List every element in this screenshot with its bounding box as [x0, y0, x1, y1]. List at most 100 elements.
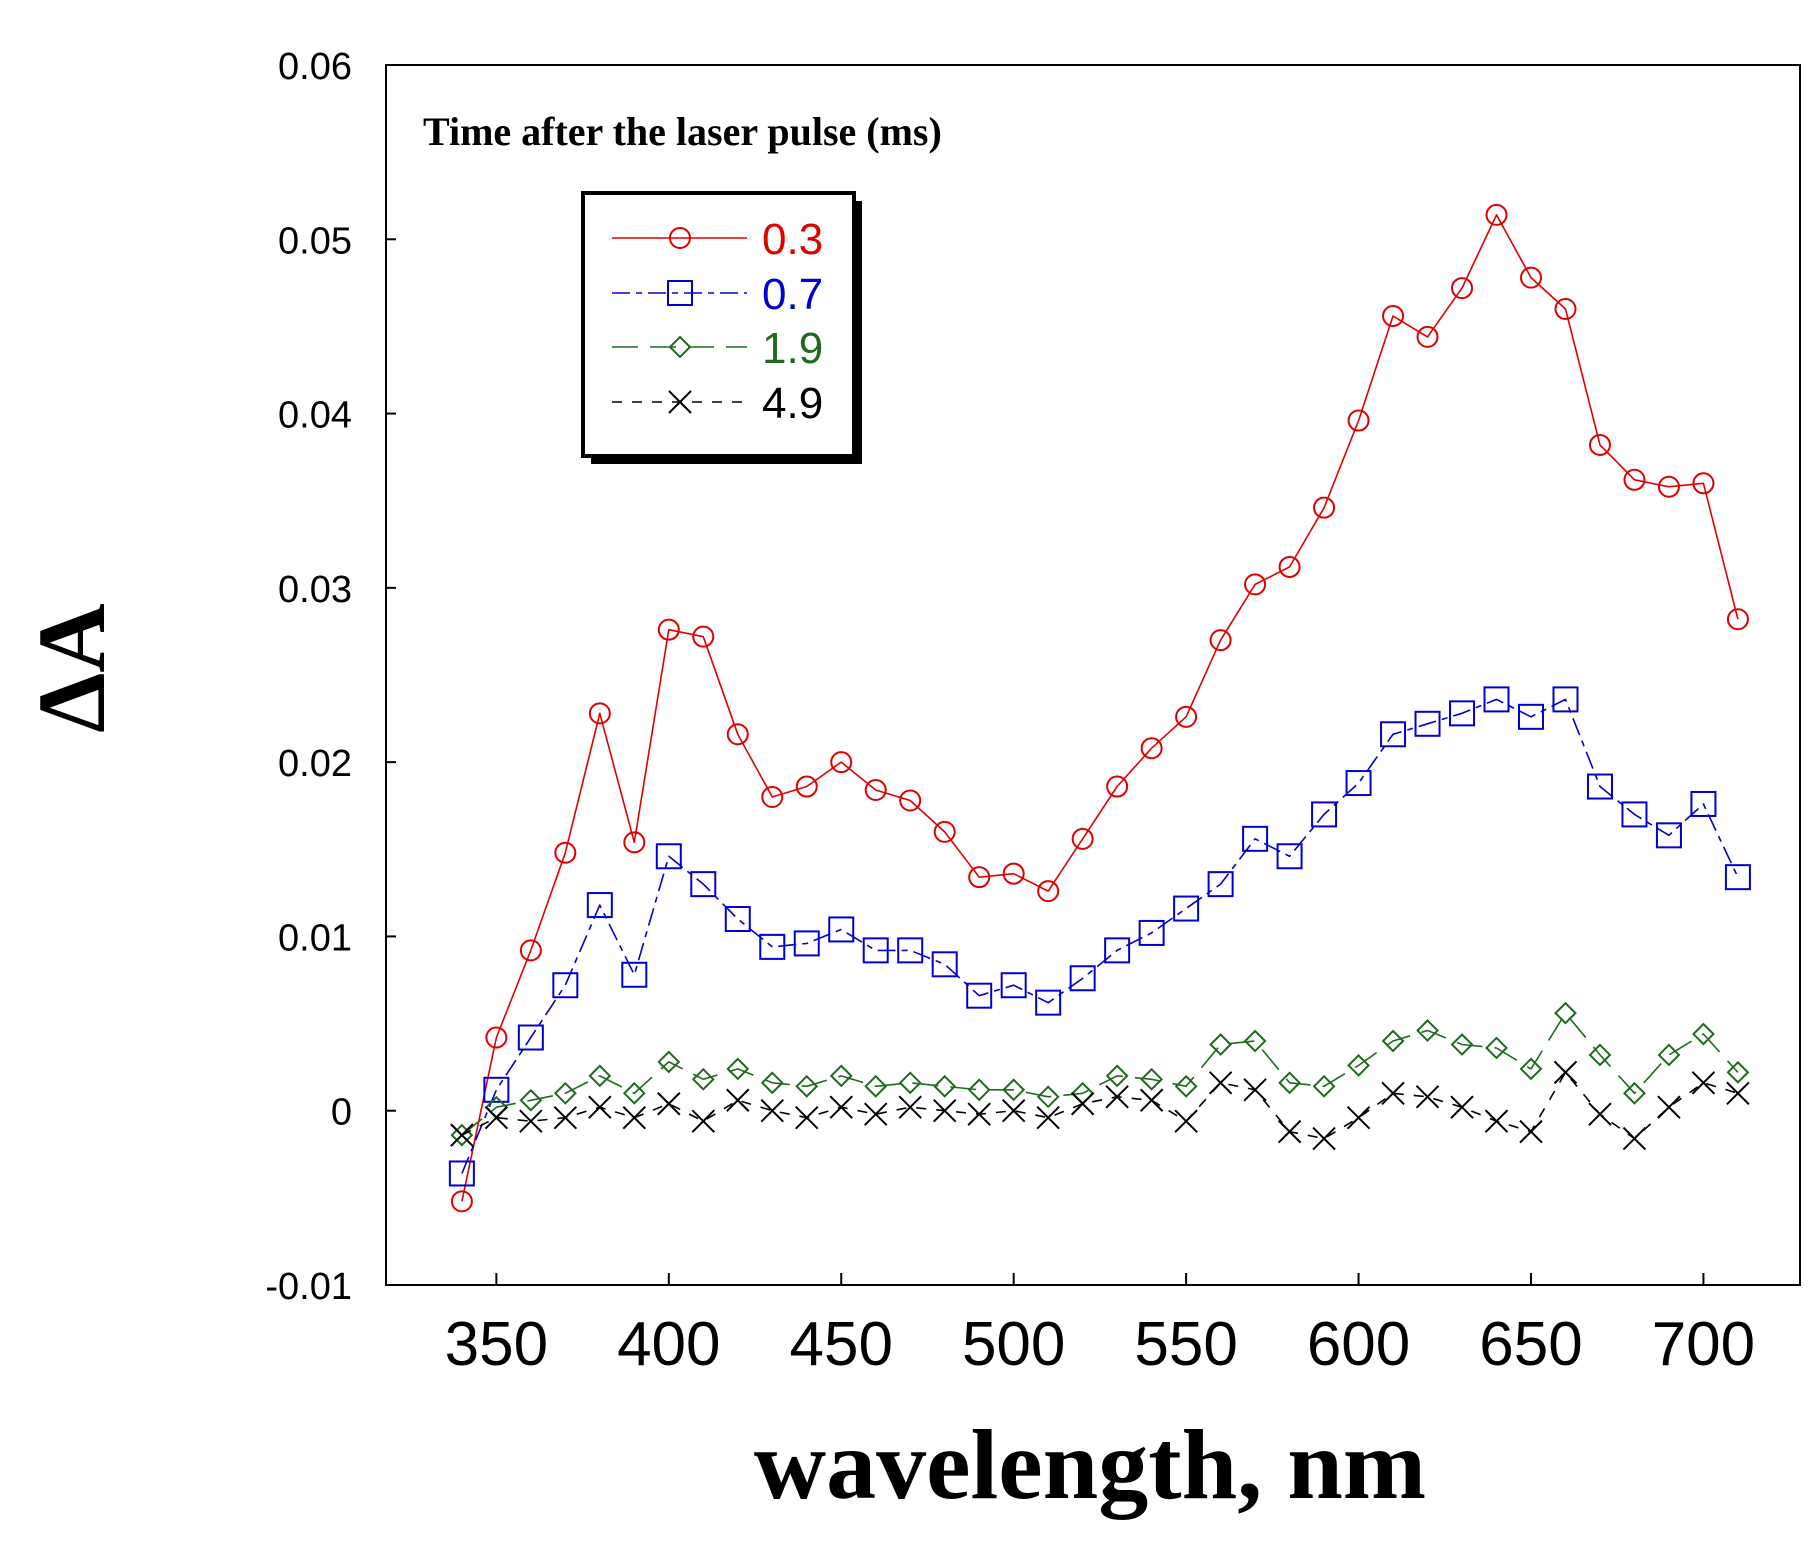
data-point — [1345, 770, 1372, 797]
data-point — [828, 916, 855, 943]
y-tick-label: 0.04 — [278, 395, 352, 437]
legend-item: 0.7 — [612, 270, 823, 319]
y-tick-label: 0.01 — [278, 917, 352, 959]
data-point — [1138, 919, 1165, 946]
data-point — [1450, 1095, 1474, 1119]
data-point — [1313, 496, 1336, 519]
data-point — [554, 841, 577, 864]
plot-frame — [385, 64, 1801, 1286]
data-point — [829, 1095, 853, 1119]
data-point — [485, 1026, 508, 1049]
data-point — [588, 1064, 612, 1088]
data-point — [1623, 468, 1646, 491]
data-point — [967, 1078, 991, 1102]
data-point — [898, 1095, 922, 1119]
data-point — [691, 1067, 715, 1091]
data-point — [484, 1105, 509, 1130]
data-point — [1276, 843, 1303, 870]
x-tick-label: 700 — [1652, 1310, 1755, 1379]
data-point — [726, 1057, 750, 1081]
data-point — [1311, 801, 1338, 828]
data-point — [1554, 1001, 1577, 1025]
data-point — [1002, 1078, 1026, 1102]
data-point — [692, 625, 715, 648]
data-point — [864, 1074, 888, 1098]
series-line — [461, 1012, 1739, 1136]
data-point — [864, 1102, 888, 1126]
data-point — [1657, 1095, 1681, 1119]
data-point — [1451, 277, 1474, 300]
data-point — [586, 892, 613, 919]
data-point — [1069, 965, 1096, 992]
data-point — [1174, 1074, 1198, 1098]
data-point — [1174, 1109, 1198, 1133]
data-point — [1692, 472, 1715, 495]
series-line — [461, 698, 1739, 1174]
data-point — [968, 866, 991, 889]
legend-marker — [669, 227, 691, 249]
series-layer — [448, 203, 1751, 1213]
x-axis: 350 400 450 500 550 600 650 700 — [445, 1273, 1755, 1379]
legend-title: Time after the laser pulse (ms) — [423, 109, 942, 154]
data-point — [1691, 1071, 1716, 1095]
data-point — [1209, 629, 1232, 652]
data-point — [655, 843, 682, 870]
data-point — [1588, 1043, 1612, 1067]
data-point — [622, 1081, 646, 1105]
data-point — [588, 1095, 612, 1119]
data-point — [1726, 1060, 1750, 1084]
data-point — [1106, 775, 1129, 798]
x-tick-label: 500 — [962, 1310, 1065, 1379]
data-point — [1690, 790, 1717, 817]
data-point — [899, 789, 922, 812]
data-point — [519, 1109, 543, 1133]
data-point — [1347, 1053, 1370, 1077]
data-point — [1726, 608, 1749, 631]
data-point — [1346, 1105, 1371, 1130]
data-point — [1001, 1099, 1026, 1123]
data-point — [1588, 1102, 1612, 1126]
data-point — [1070, 1092, 1095, 1116]
x-axis-label: wavelength, nm — [754, 1409, 1426, 1520]
data-point — [1484, 1109, 1509, 1133]
data-point — [690, 871, 717, 898]
legend-label: 4.9 — [762, 379, 823, 428]
data-point — [931, 951, 958, 978]
data-point — [553, 1105, 578, 1130]
data-point — [1519, 1119, 1543, 1144]
legend-label: 1.9 — [762, 324, 823, 373]
data-point — [588, 702, 611, 725]
data-point — [897, 937, 924, 964]
data-point — [1140, 1067, 1164, 1091]
data-point — [1173, 895, 1200, 922]
legend-items: 0.3 0.7 1.9 4.9 — [612, 215, 823, 428]
data-point — [1623, 1081, 1646, 1105]
data-point — [1243, 1029, 1267, 1053]
data-point — [898, 1071, 922, 1095]
data-point — [795, 1105, 819, 1130]
data-point — [517, 1024, 544, 1051]
data-point — [621, 961, 648, 988]
data-point — [1277, 1119, 1302, 1144]
data-point — [1208, 1071, 1233, 1095]
data-point — [1416, 325, 1439, 348]
data-point — [1312, 1074, 1336, 1098]
data-point — [862, 937, 889, 964]
x-tick-label: 650 — [1479, 1310, 1582, 1379]
data-point — [448, 1160, 475, 1187]
data-point — [1588, 433, 1611, 456]
x-tick-label: 550 — [1134, 1310, 1237, 1379]
data-point — [1416, 1019, 1439, 1042]
data-point — [1243, 1078, 1267, 1102]
data-point — [1037, 880, 1060, 903]
data-point — [759, 933, 786, 960]
data-point — [553, 1081, 577, 1105]
legend-label: 0.7 — [762, 270, 823, 319]
legend-marker — [667, 280, 693, 306]
data-point — [623, 831, 646, 854]
data-point — [622, 1105, 647, 1130]
data-point — [1519, 266, 1542, 289]
data-point — [1517, 703, 1544, 730]
x-tick-label: 350 — [445, 1310, 548, 1379]
legend-item: 0.3 — [612, 215, 823, 264]
